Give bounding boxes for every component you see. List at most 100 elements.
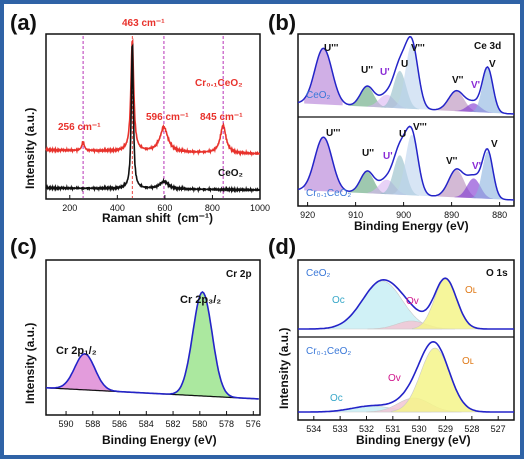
peak-label-v-bottom: V [491,139,498,150]
label-ceo2-d: CeO₂ [306,268,331,279]
peak-label-u1-top: U' [380,67,390,78]
ce3d-top-component-5 [437,91,476,113]
panel-b-label: (b) [268,10,296,35]
peak-label-u1-bottom: U' [383,151,393,162]
ce3d-top-component-7 [468,68,507,114]
series-ceo2-o1s [298,277,514,330]
c-tick-label-4: 582 [166,419,181,429]
panel-d: (d) 534 533 532 531 530 529 528 527 O 1s CeO₂ C… [268,234,515,447]
series-cr-ceo2-ce3d [297,125,515,201]
peak-label-v2-top: V'' [452,75,463,86]
panel-b-xlabel: Binding Energy (eV) [354,219,469,233]
panel-d-label: (d) [268,234,296,259]
panel-c-title: Cr 2p [226,269,252,280]
peak-label-oc-bottom: Oᴄ [330,393,343,404]
series-cr-ceo2-raman [45,38,260,157]
panel-d-axes [297,259,515,421]
ce3d-bottom-component-4 [392,134,431,197]
panel-d-xticks: 534 533 532 531 530 529 528 527 [306,416,506,434]
b-tick-label-1: 910 [348,210,363,220]
panel-a-label: (a) [10,10,37,35]
peak-label-v3-top: V''' [411,43,425,54]
ce3d-top-component-4 [392,44,431,110]
panel-c-ylabel: Intensity (a.u.) [23,323,37,404]
d-tick-label-1: 533 [333,424,348,434]
b-tick-label-3: 890 [444,210,459,220]
d-tick-label-3: 531 [385,424,400,434]
peak-label-ol-top: Oʟ [465,285,477,296]
panel-a-ylabel: Intensity (a.u.) [23,108,37,189]
peak-label-v-top: V [489,59,496,70]
b-tick-label-2: 900 [396,210,411,220]
component-cr2p32 [164,291,240,399]
d-tick-label-6: 528 [464,424,479,434]
a-tick-label-3: 800 [205,203,220,213]
c-tick-label-2: 586 [112,419,127,429]
ce3d-bottom-component-7 [468,151,507,200]
c-tick-label-1: 588 [85,419,100,429]
peak-label-v1-top: V' [471,80,480,91]
panel-b-peak-labels: U''' U'' U' U V''' V'' V' V U''' U'' U' … [324,43,498,172]
a-tick-label-2: 600 [157,203,172,213]
peak-label-cr2p32: Cr 2p₃/₂ [180,294,221,306]
label-cr-ceo2-d: Cr₀.₁CeO₂ [306,346,351,357]
c-tick-label-5: 580 [192,419,207,429]
peak-label-u3-top: U''' [324,43,338,54]
panel-b-component-fills [304,44,507,200]
panel-c-label: (c) [10,234,37,259]
panel-b-xticks: 920 910 900 890 880 [300,202,507,220]
label-ceo2-b: CeO₂ [306,90,331,101]
d-tick-label-0: 534 [306,424,321,434]
series-ceo2-ce3d [297,36,515,115]
peak-label-v2-bottom: V'' [446,156,457,167]
peak-label-v1-bottom: V' [472,161,481,172]
panel-c-axes [45,259,261,416]
c-tick-label-6: 578 [219,419,234,429]
d-tick-label-5: 529 [438,424,453,434]
panel-d-title: O 1s [486,268,508,279]
d-tick-label-4: 530 [412,424,427,434]
panel-c-xlabel: Binding Energy (eV) [102,433,217,447]
panel-d-component-fills [312,278,480,413]
panel-a-xticks: 200 400 600 800 1000 [62,195,270,213]
panel-b: (b) 920 910 900 890 880 Ce 3d CeO₂ Cr₀.₁CeO₂… [268,10,515,233]
panel-a-axes [45,33,261,200]
ce3d-top-component-0 [304,48,343,106]
peak-label-ov-bottom: Oᴠ [388,373,401,384]
peak-label-v3-bottom: V''' [413,122,427,133]
label-ceo2-a: CeO₂ [218,168,243,179]
label-cr-ceo2-a: Cr₀.₁CeO₂ [195,78,243,89]
ce3d-bottom-component-0 [304,137,343,193]
label-cr-ceo2-b: Cr₀.₁CeO₂ [306,188,351,199]
panel-b-title: Ce 3d [474,41,501,52]
panel-a: (a) 200 400 600 800 1000 463 cm⁻¹ 256 cm⁻¹ 5… [10,10,270,225]
annotation-463: 463 cm⁻¹ [122,18,165,29]
series-ceo2-raman [45,43,261,194]
a-tick-label-4: 1000 [250,203,270,213]
peak-label-u-top: U [401,59,408,70]
peak-label-cr2p12: Cr 2p₁/₂ [56,345,97,357]
annotation-256: 256 cm⁻¹ [58,122,101,133]
panel-c: (c) 590 588 586 584 582 580 578 576 Cr 2p Cr 2p… [10,234,261,447]
annotation-596: 596 cm⁻¹ [146,112,189,123]
peak-label-u2-top: U'' [361,65,373,76]
d-tick-label-2: 532 [359,424,374,434]
b-tick-label-0: 920 [300,210,315,220]
fit-envelope-c [46,290,259,400]
peak-label-ov-top: Oᴠ [406,296,419,307]
series-cr-ceo2-o1s [298,340,514,413]
peak-label-u2-bottom: U'' [362,148,374,159]
annotation-845: 845 cm⁻¹ [200,112,243,123]
d-tick-label-7: 527 [491,424,506,434]
figure-canvas: (a) 200 400 600 800 1000 463 cm⁻¹ 256 cm⁻¹ 5… [10,10,515,447]
c-tick-label-0: 590 [59,419,74,429]
peak-label-oc-top: Oᴄ [332,295,345,306]
b-tick-label-4: 880 [492,210,507,220]
panel-d-xlabel: Binding Energy (eV) [356,433,471,447]
peak-label-u3-bottom: U''' [326,128,340,139]
a-tick-label-1: 400 [110,203,125,213]
panel-d-ylabel: Intensity (a.u.) [277,328,291,409]
peak-label-ol-bottom: Oʟ [462,356,474,367]
panel-a-xlabel: Raman shift (cm⁻¹) [102,211,213,225]
